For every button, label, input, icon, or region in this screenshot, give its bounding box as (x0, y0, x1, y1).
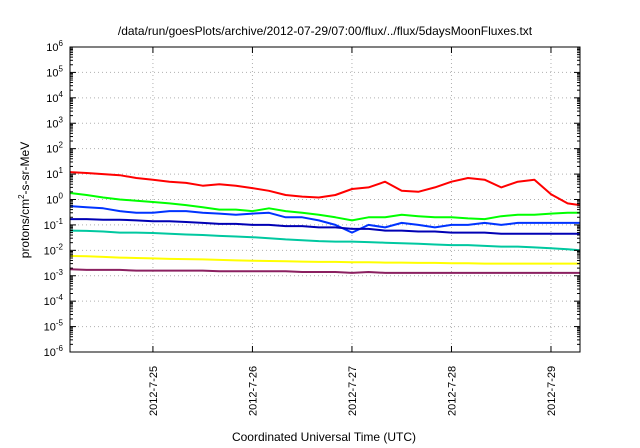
x-tick-label: 2012-7-29 (546, 366, 558, 416)
y-tick-label: 105 (46, 64, 63, 79)
y-tick-label: 100 (46, 192, 63, 207)
x-axis-label: Coordinated Universal Time (UTC) (232, 430, 416, 444)
y-tick-label: 10-6 (44, 344, 64, 359)
series-navy-line (70, 218, 580, 235)
series-lines (69, 171, 581, 274)
series-purple-line (69, 268, 580, 274)
y-axis-label: protons/cm2-s-sr-MeV (17, 142, 32, 258)
series-green-line (69, 192, 580, 222)
y-tick-label: 10-5 (44, 319, 64, 334)
chart-title: /data/run/goesPlots/archive/2012-07-29/0… (118, 24, 533, 38)
y-tick-label: 101 (46, 166, 63, 181)
x-tick-label: 2012-7-26 (247, 366, 259, 416)
y-axis-label-rest: -s-sr-MeV (18, 142, 32, 195)
y-tick-label: 104 (46, 90, 63, 105)
axes: 106 105 104 103 102 101 100 10-1 10-2 10-3 10-4 10-… (44, 39, 580, 416)
y-tick-label: 10-2 (44, 242, 64, 257)
x-tick-label: 2012-7-28 (446, 366, 458, 416)
y-tick-label: 103 (46, 115, 63, 130)
series-red-line (69, 171, 581, 207)
y-tick-label: 10-3 (44, 268, 64, 283)
series-yellow-line (69, 255, 580, 265)
y-tick-label: 102 (46, 141, 63, 156)
x-tick-label: 2012-7-25 (148, 366, 160, 416)
y-tick-label: 106 (46, 39, 63, 54)
series-teal-line (69, 229, 581, 252)
y-axis-label-base: protons/cm (18, 199, 32, 258)
plot-frame (69, 46, 581, 353)
y-tick-label: 10-4 (44, 293, 64, 308)
y-axis-label-sup: 2 (17, 194, 26, 199)
series-blue-line (69, 205, 580, 234)
y-tick-label: 10-1 (44, 217, 64, 232)
grid-lines (70, 47, 580, 352)
x-tick-label: 2012-7-27 (347, 366, 359, 416)
